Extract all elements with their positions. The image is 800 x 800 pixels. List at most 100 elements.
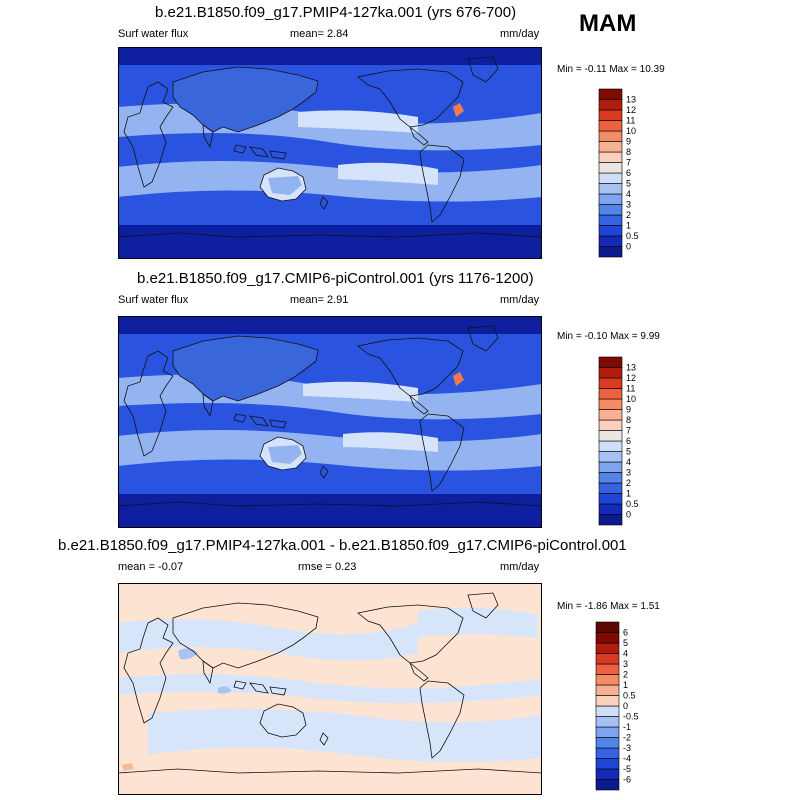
colorbar-tick-label: -4	[623, 754, 631, 764]
colorbar-tick-label: 5	[626, 179, 631, 189]
panel3-negative-region-tropics	[118, 674, 542, 704]
panel3-strong-negative-spot-2	[218, 686, 232, 694]
colorbar-tick-label: 3	[623, 659, 628, 669]
colorbar-box	[595, 674, 620, 686]
panel2-dry-zone-north	[303, 381, 418, 402]
panel3-map	[118, 583, 542, 795]
panel2-minmax-label: Min = -0.10 Max = 9.99	[557, 331, 660, 342]
panel2-colorbar: 0 0.5 1 2 3 4 5 6 7 8 9 10 11 12 13	[598, 356, 669, 526]
panel2-subtropical-band-south	[118, 430, 542, 471]
colorbar-box	[598, 193, 623, 205]
colorbar-tick-label: 10	[626, 126, 636, 136]
panel1-map-frame	[118, 47, 542, 259]
colorbar-tick-label: 13	[626, 363, 636, 373]
panel2-variable-label: Surf water flux	[118, 294, 189, 306]
colorbar-box	[598, 367, 623, 379]
colorbar-box	[598, 225, 623, 237]
colorbar-box	[598, 172, 623, 184]
colorbar-box	[598, 482, 623, 494]
colorbar-box	[598, 214, 623, 226]
colorbar-tick-label: 4	[623, 649, 628, 659]
panel1-title: b.e21.B1850.f09_g17.PMIP4-127ka.001 (yrs…	[155, 4, 517, 21]
panel2-asia-land	[173, 336, 318, 401]
colorbar-box	[595, 705, 620, 717]
colorbar-tick-label: 4	[626, 457, 631, 467]
panel2-southern-band	[118, 494, 542, 528]
colorbar-box	[598, 204, 623, 216]
colorbar-box	[598, 514, 623, 526]
panel2-gulfstream-max	[453, 372, 464, 386]
colorbar-box	[598, 472, 623, 484]
colorbar-box	[598, 440, 623, 452]
panel1-mean-label: mean= 2.84	[290, 28, 349, 40]
panel3-negative-region-north	[118, 619, 418, 661]
colorbar-tick-label: -3	[623, 743, 631, 753]
colorbar-box	[598, 461, 623, 473]
colorbar-tick-label: 8	[626, 147, 631, 157]
colorbar-tick-label: 7	[626, 158, 631, 168]
panel3-negative-region-south	[148, 709, 542, 762]
panel2-mean-label: mean= 2.91	[290, 294, 349, 306]
colorbar-tick-label: 13	[626, 95, 636, 105]
colorbar-tick-label: 10	[626, 394, 636, 404]
panel2-map-frame	[118, 316, 542, 528]
panel1-southern-band	[118, 225, 542, 259]
colorbar-tick-label: 3	[626, 200, 631, 210]
colorbar-tick-label: 6	[626, 168, 631, 178]
colorbar-tick-label: 3	[626, 468, 631, 478]
colorbar-tick-label: 2	[623, 670, 628, 680]
colorbar-tick-label: 1	[626, 221, 631, 231]
colorbar-tick-label: 12	[626, 373, 636, 383]
colorbar-tick-label: -5	[623, 764, 631, 774]
colorbar-box	[598, 99, 623, 111]
panel2-dry-zone-south	[343, 432, 438, 452]
colorbar-tick-label: -2	[623, 733, 631, 743]
panel2-map	[118, 316, 542, 528]
colorbar-box	[598, 141, 623, 153]
colorbar-box	[595, 653, 620, 665]
colorbar-tick-label: 8	[626, 415, 631, 425]
colorbar-box	[598, 419, 623, 431]
panel1-minmax-label: Min = -0.11 Max = 10.39	[557, 64, 665, 75]
colorbar-box	[598, 430, 623, 442]
colorbar-box	[598, 246, 623, 258]
colorbar-box	[595, 747, 620, 759]
colorbar-tick-label: 0.5	[626, 231, 639, 241]
colorbar-box	[598, 388, 623, 400]
colorbar-tick-label: 5	[623, 638, 628, 648]
panel1-variable-label: Surf water flux	[118, 28, 189, 40]
panel2-arctic-band	[118, 316, 542, 334]
panel1-arctic-band	[118, 47, 542, 65]
panel3-map-frame	[118, 583, 542, 795]
colorbar-box	[595, 716, 620, 728]
colorbar-tick-label: 11	[626, 384, 635, 394]
colorbar-box	[595, 737, 620, 749]
panel1-map	[118, 47, 542, 259]
panel3-minmax-label: Min = -1.86 Max = 1.51	[557, 601, 660, 612]
colorbar-tick-label: 0	[626, 510, 631, 520]
season-label: MAM	[579, 10, 637, 37]
panel1-units-label: mm/day	[500, 28, 540, 40]
colorbar-tick-label: 2	[626, 478, 631, 488]
colorbar-box	[598, 88, 623, 100]
colorbar-tick-label: -0.5	[623, 712, 639, 722]
panel3-units-label: mm/day	[500, 561, 540, 573]
colorbar-box	[598, 162, 623, 174]
colorbar-box	[598, 493, 623, 505]
colorbar-tick-label: 6	[623, 628, 628, 638]
panel1-gulfstream-max	[453, 103, 464, 117]
colorbar-tick-label: 7	[626, 426, 631, 436]
panel1-australia-interior	[268, 176, 302, 195]
colorbar-box	[595, 726, 620, 738]
panel3-colorbar: -6 -5 -4 -3 -2 -1 -0.5 0 0.5 1 2 3 4 5 6	[595, 621, 666, 791]
panel3-title: b.e21.B1850.f09_g17.PMIP4-127ka.001 - b.…	[58, 537, 627, 554]
panel3-negative-region-atlantic	[418, 607, 538, 638]
colorbar-tick-label: 12	[626, 105, 636, 115]
panel1-dry-zone-south	[338, 162, 438, 185]
colorbar-box	[598, 130, 623, 142]
colorbar-box	[598, 377, 623, 389]
colorbar-box	[598, 503, 623, 515]
colorbar-tick-label: 5	[626, 447, 631, 457]
colorbar-tick-label: 9	[626, 405, 631, 415]
colorbar-tick-label: 0	[626, 242, 631, 252]
